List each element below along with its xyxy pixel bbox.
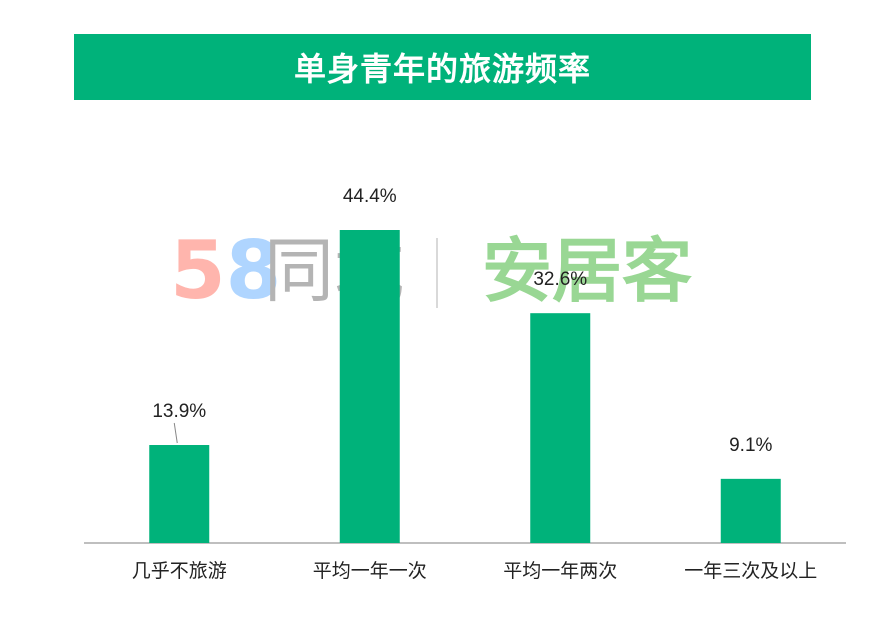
x-tick-label-2: 平均一年一次 <box>313 560 427 582</box>
bar-value-label-2: 44.4% <box>343 186 397 207</box>
chart-title-banner: 单身青年的旅游频率 <box>74 34 811 100</box>
bar-value-label-4: 9.1% <box>729 435 772 456</box>
bar-4 <box>720 478 781 543</box>
bar-1 <box>149 445 210 543</box>
bar-2 <box>339 230 400 543</box>
x-tick-label-1: 几乎不旅游 <box>132 560 227 582</box>
x-tick-label-4: 一年三次及以上 <box>684 560 817 582</box>
x-tick-label-3: 平均一年两次 <box>503 560 617 582</box>
bar-label-leader <box>173 422 178 444</box>
bar-value-label-1: 13.9% <box>152 401 206 422</box>
chart-title: 单身青年的旅游频率 <box>293 50 591 88</box>
bar-3 <box>530 313 591 543</box>
bar-value-label-3: 32.6% <box>533 269 587 290</box>
